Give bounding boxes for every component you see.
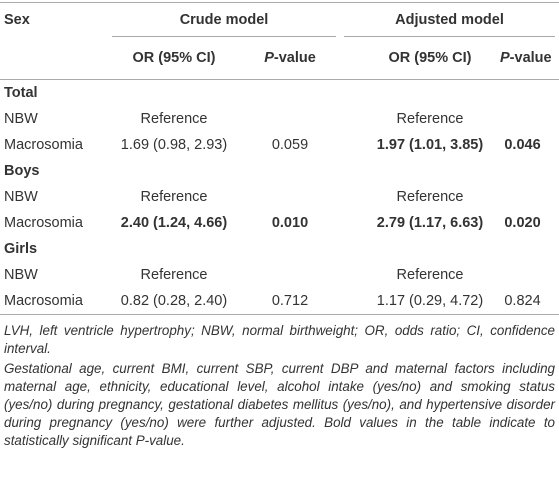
data-row: NBW Reference Reference [0, 184, 559, 210]
section-title: Total [4, 85, 38, 101]
sub-label: P-value [264, 50, 316, 66]
header-cell: OR (95% CI) [108, 37, 240, 80]
p-cell: 0.059 [271, 137, 309, 153]
p-cell: 0.020 [504, 215, 541, 231]
header-cell: Sex [0, 2, 108, 37]
p-cell: 0.046 [504, 137, 541, 153]
or-cell: 1.69 (0.98, 2.93) [120, 137, 228, 153]
header-cell: P-value [500, 37, 559, 80]
results-table: Sex Crude model Adjusted model OR (95% C… [0, 2, 559, 315]
p-cell [500, 184, 559, 210]
row-label: NBW [4, 111, 38, 127]
header-cell: OR (95% CI) [340, 37, 500, 80]
or-cell: Reference [140, 267, 208, 283]
section-row: Boys [0, 158, 559, 184]
section-row: Total [0, 80, 559, 107]
p-cell [240, 262, 340, 288]
header-cell: Crude model [108, 2, 340, 37]
header-cell: P-value [240, 37, 340, 80]
sub-label: P-value [500, 50, 552, 66]
row-label: Macrosomia [0, 288, 108, 315]
header-cell [0, 37, 108, 80]
p-cell: 0.010 [271, 215, 309, 231]
row-label: NBW [4, 267, 38, 283]
p-cell [500, 262, 559, 288]
data-row: Macrosomia 0.82 (0.28, 2.40) 0.712 1.17 (0.… [0, 288, 559, 315]
or-cell: Reference [140, 189, 208, 205]
footnotes: LVH, left ventricle hypertrophy; NBW, no… [0, 315, 559, 450]
or-cell: Reference [396, 267, 464, 283]
or-cell: 2.79 (1.17, 6.63) [376, 215, 484, 231]
group-label: Adjusted model [344, 12, 556, 37]
data-row: NBW Reference Reference [0, 106, 559, 132]
or-cell: 0.82 (0.28, 2.40) [108, 288, 240, 315]
footnote: LVH, left ventricle hypertrophy; NBW, no… [4, 323, 555, 356]
row-label: Macrosomia [4, 137, 83, 153]
p-cell: 0.824 [500, 288, 559, 315]
section-row: Girls [0, 236, 559, 262]
sub-label: OR (95% CI) [132, 50, 216, 66]
data-row: Macrosomia 1.69 (0.98, 2.93) 0.059 1.97 (1.… [0, 132, 559, 158]
or-cell: Reference [396, 111, 464, 127]
p-cell [500, 106, 559, 132]
or-cell: Reference [396, 189, 464, 205]
row-label: Macrosomia [4, 215, 83, 231]
footnote: Gestational age, current BMI, current SB… [4, 361, 555, 448]
p-cell: 0.712 [240, 288, 340, 315]
table-body: Total NBW Reference Reference Macrosomia 1.69… [0, 80, 559, 315]
group-label: Crude model [112, 12, 336, 37]
sub-label: OR (95% CI) [388, 50, 472, 66]
header-row: Sex Crude model Adjusted model [0, 2, 559, 37]
or-cell: 1.17 (0.29, 4.72) [340, 288, 500, 315]
section-title: Boys [4, 163, 40, 179]
or-cell: Reference [140, 111, 208, 127]
p-cell [240, 184, 340, 210]
data-row: Macrosomia 2.40 (1.24, 4.66) 0.010 2.79 (1.… [0, 210, 559, 236]
data-row: NBW Reference Reference [0, 262, 559, 288]
header-cell: Adjusted model [340, 2, 559, 37]
or-cell: 2.40 (1.24, 4.66) [120, 215, 228, 231]
p-cell [240, 106, 340, 132]
row-label: NBW [4, 189, 38, 205]
subheader-row: OR (95% CI) P-value OR (95% CI) P-value [0, 37, 559, 80]
section-title: Girls [4, 241, 38, 257]
or-cell: 1.97 (1.01, 3.85) [376, 137, 484, 153]
